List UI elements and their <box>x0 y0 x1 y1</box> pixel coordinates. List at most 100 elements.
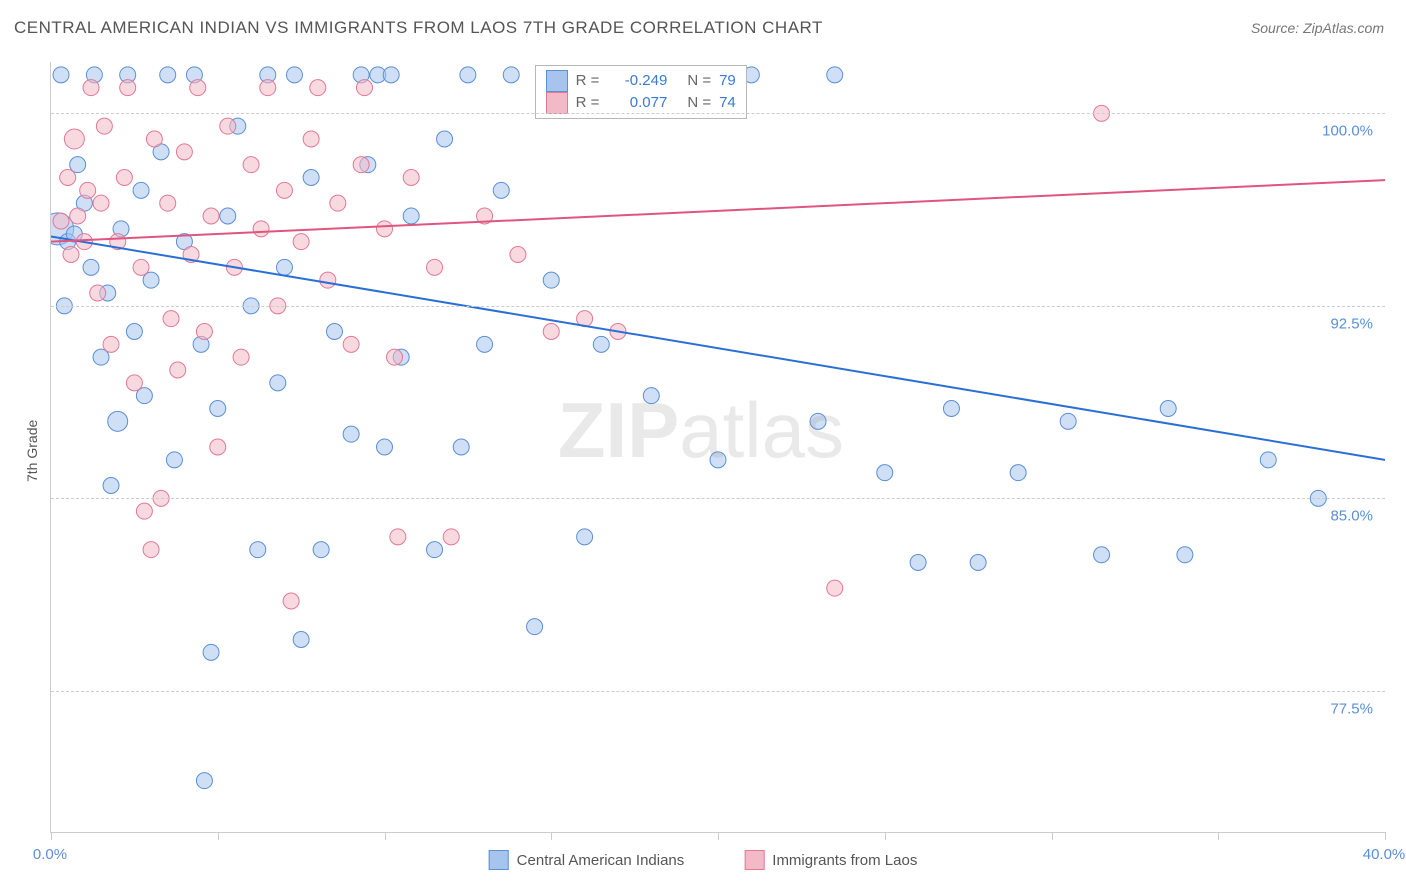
data-point-laos <box>170 362 186 378</box>
data-point-cai <box>910 555 926 571</box>
data-point-cai <box>427 542 443 558</box>
legend-bottom-swatch-cai <box>489 850 509 870</box>
data-point-cai <box>203 644 219 660</box>
data-point-cai <box>827 67 843 83</box>
data-point-laos <box>90 285 106 301</box>
data-point-laos <box>353 157 369 173</box>
legend-swatch-cai <box>546 70 568 92</box>
chart-container: CENTRAL AMERICAN INDIAN VS IMMIGRANTS FR… <box>0 0 1406 892</box>
x-tick <box>885 832 886 840</box>
data-point-cai <box>313 542 329 558</box>
data-point-laos <box>83 80 99 96</box>
data-point-laos <box>510 247 526 263</box>
data-point-cai <box>326 324 342 340</box>
data-point-laos <box>310 80 326 96</box>
data-point-cai <box>403 208 419 224</box>
data-point-cai <box>710 452 726 468</box>
data-point-cai <box>377 439 393 455</box>
data-point-cai <box>1060 413 1076 429</box>
data-point-laos <box>60 170 76 186</box>
data-point-cai <box>1010 465 1026 481</box>
y-axis-label: 7th Grade <box>24 420 40 482</box>
data-point-cai <box>593 336 609 352</box>
data-point-cai <box>383 67 399 83</box>
data-point-cai <box>303 170 319 186</box>
data-point-laos <box>243 157 259 173</box>
legend-r-label: R = <box>576 92 600 114</box>
data-point-cai <box>250 542 266 558</box>
data-point-cai <box>160 67 176 83</box>
x-tick <box>1052 832 1053 840</box>
data-point-laos <box>220 118 236 134</box>
data-point-laos <box>126 375 142 391</box>
data-point-cai <box>270 375 286 391</box>
source-label: Source: ZipAtlas.com <box>1251 20 1384 36</box>
data-point-laos <box>343 336 359 352</box>
data-point-laos <box>233 349 249 365</box>
data-point-cai <box>437 131 453 147</box>
legend-n-value: 74 <box>719 92 736 114</box>
x-tick <box>51 832 52 840</box>
data-point-laos <box>133 259 149 275</box>
plot-area: ZIPatlas R =-0.249N =79R =0.077N =74 77.… <box>50 62 1385 833</box>
data-point-laos <box>53 213 69 229</box>
data-point-cai <box>643 388 659 404</box>
data-point-laos <box>390 529 406 545</box>
data-point-cai <box>166 452 182 468</box>
legend-bottom-item-cai: Central American Indians <box>489 850 685 870</box>
legend-r-value: 0.077 <box>607 92 667 114</box>
legend-swatch-laos <box>546 92 568 114</box>
data-point-cai <box>133 182 149 198</box>
data-point-laos <box>253 221 269 237</box>
legend-row-laos: R =0.077N =74 <box>546 92 736 114</box>
data-point-laos <box>176 144 192 160</box>
x-tick <box>218 832 219 840</box>
data-point-laos <box>330 195 346 211</box>
legend-series: Central American Indians Immigrants from … <box>489 850 918 870</box>
data-point-laos <box>427 259 443 275</box>
data-point-laos <box>64 129 84 149</box>
legend-n-label: N = <box>687 70 711 92</box>
data-point-laos <box>303 131 319 147</box>
legend-row-cai: R =-0.249N =79 <box>546 70 736 92</box>
y-tick-label: 92.5% <box>1330 315 1373 332</box>
data-point-laos <box>543 324 559 340</box>
data-point-laos <box>163 311 179 327</box>
legend-bottom-label: Immigrants from Laos <box>772 852 917 869</box>
data-point-laos <box>190 80 206 96</box>
trend-line-laos <box>51 180 1385 242</box>
data-point-laos <box>283 593 299 609</box>
plot-svg <box>51 62 1385 832</box>
data-point-cai <box>877 465 893 481</box>
y-tick-label: 85.0% <box>1330 508 1373 525</box>
data-point-laos <box>63 247 79 263</box>
data-point-laos <box>136 503 152 519</box>
data-point-laos <box>377 221 393 237</box>
data-point-cai <box>196 773 212 789</box>
grid-line <box>51 113 1385 114</box>
data-point-laos <box>80 182 96 198</box>
data-point-cai <box>276 259 292 275</box>
legend-bottom-swatch-laos <box>744 850 764 870</box>
data-point-cai <box>1177 547 1193 563</box>
data-point-cai <box>493 182 509 198</box>
data-point-laos <box>96 118 112 134</box>
y-tick-label: 77.5% <box>1330 700 1373 717</box>
data-point-laos <box>120 80 136 96</box>
data-point-cai <box>970 555 986 571</box>
x-tick <box>385 832 386 840</box>
data-point-cai <box>286 67 302 83</box>
data-point-cai <box>943 401 959 417</box>
data-point-cai <box>527 619 543 635</box>
legend-r-label: R = <box>576 70 600 92</box>
data-point-laos <box>320 272 336 288</box>
x-tick-label: 0.0% <box>33 846 67 863</box>
data-point-laos <box>160 195 176 211</box>
data-point-laos <box>93 195 109 211</box>
data-point-laos <box>116 170 132 186</box>
data-point-laos <box>103 336 119 352</box>
data-point-laos <box>387 349 403 365</box>
data-point-laos <box>210 439 226 455</box>
data-point-cai <box>126 324 142 340</box>
data-point-laos <box>143 542 159 558</box>
